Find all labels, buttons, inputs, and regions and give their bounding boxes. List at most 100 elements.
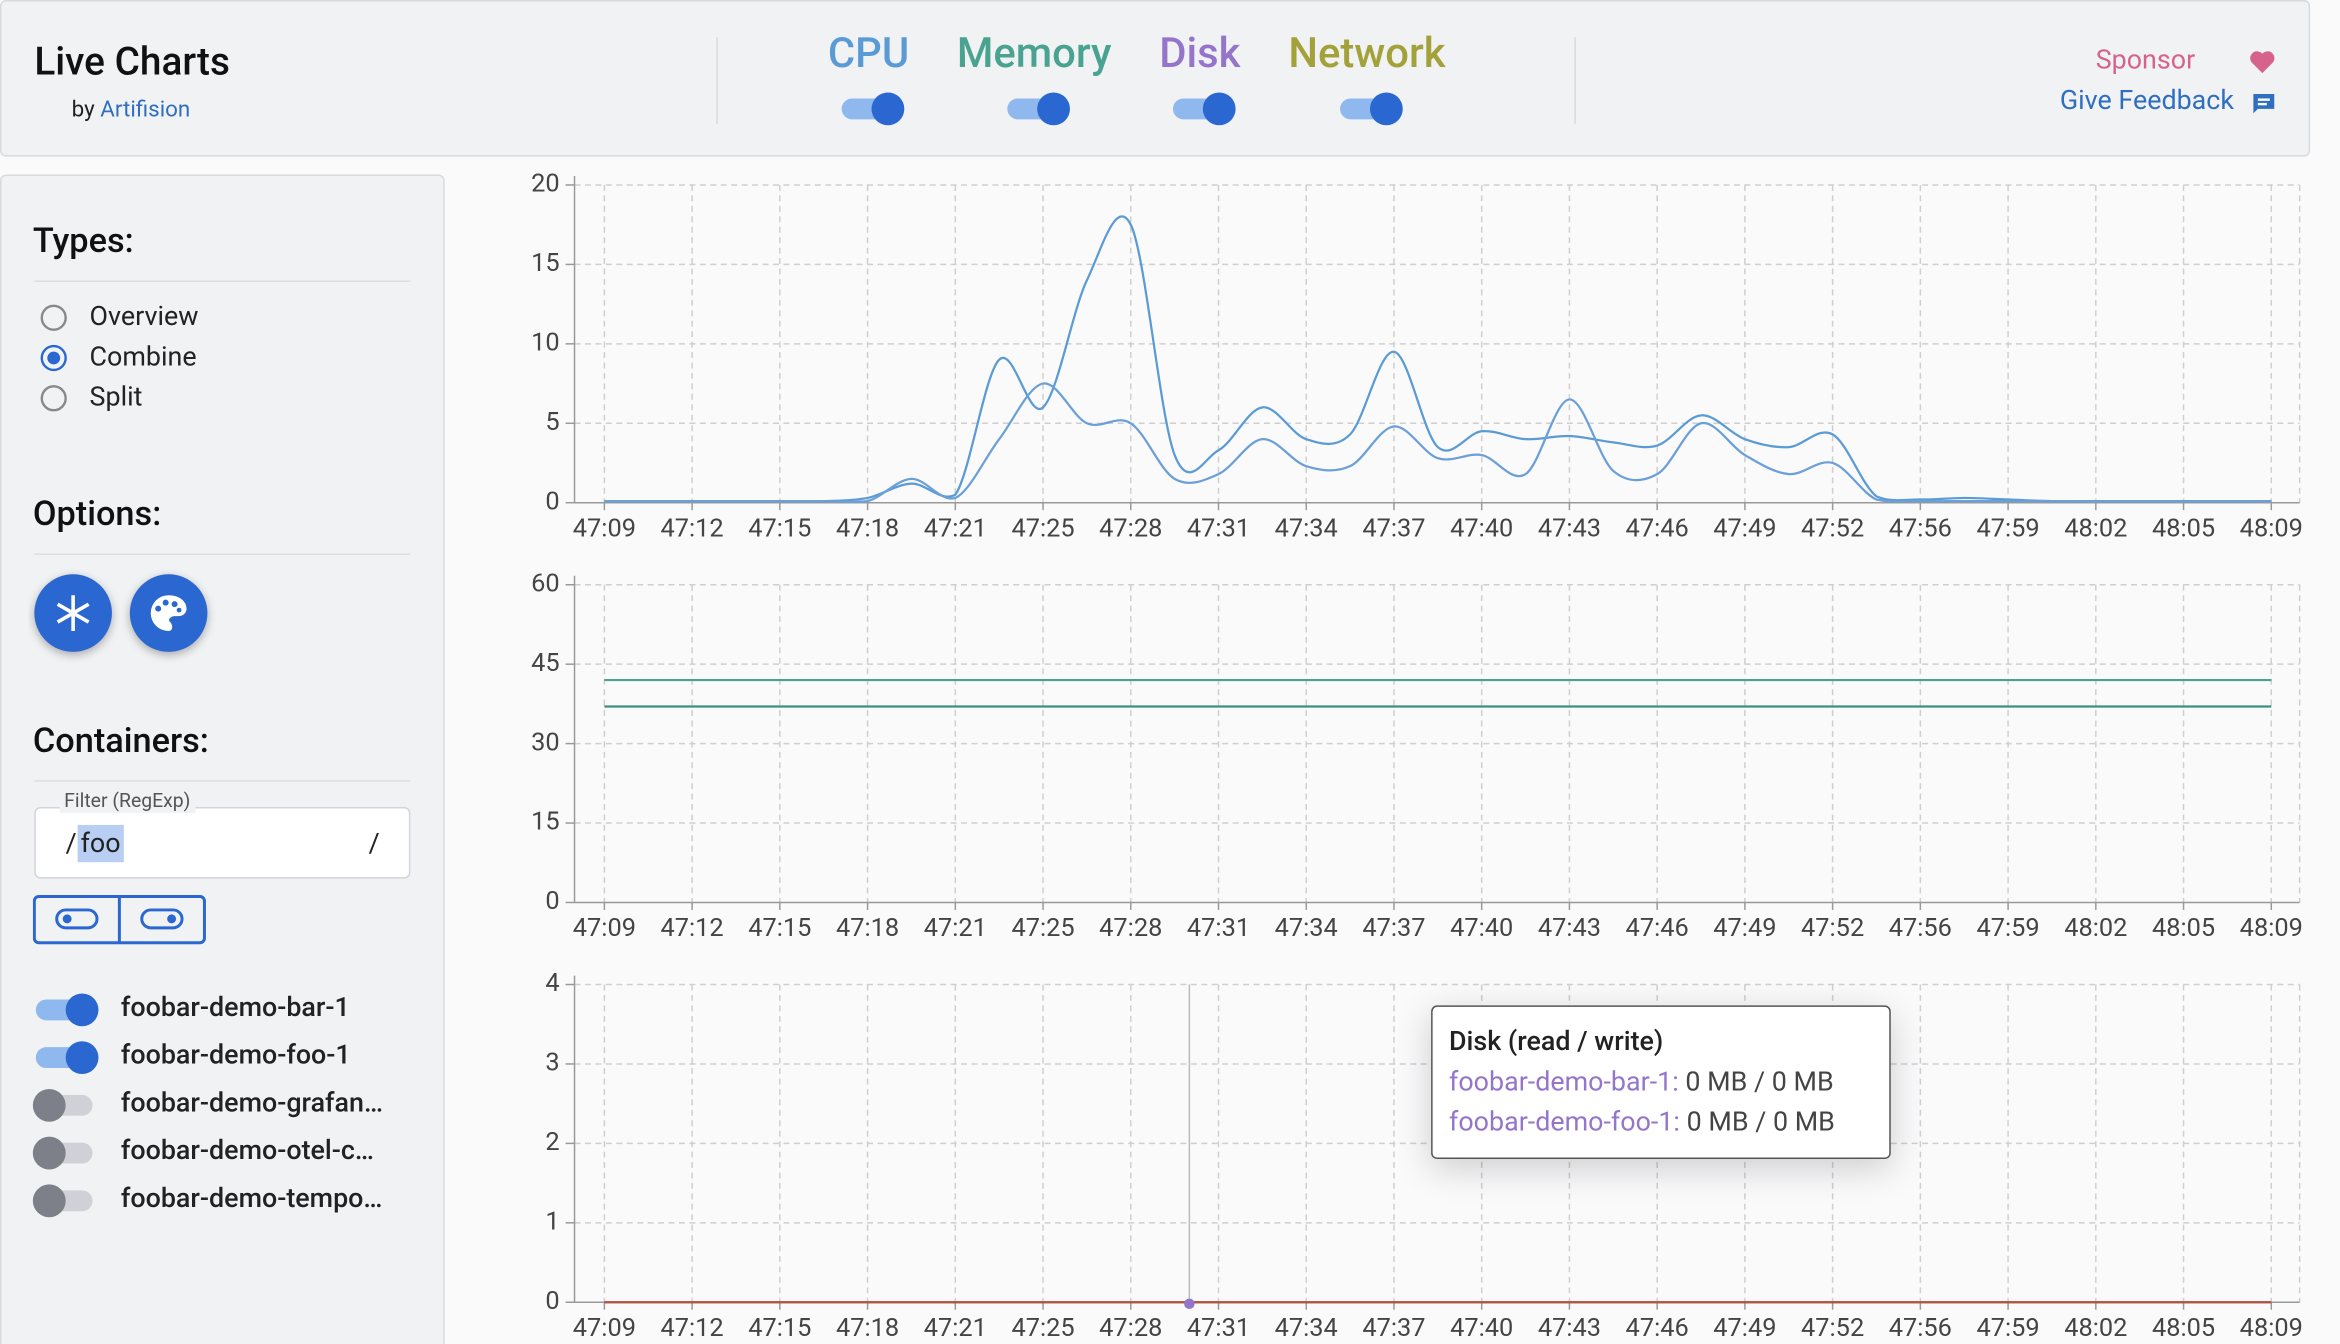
x-tick-label: 47:31 <box>1187 913 1250 943</box>
x-tick-label: 47:46 <box>1626 1313 1689 1343</box>
metric-switch[interactable] <box>1168 90 1237 129</box>
x-tick-label: 47:52 <box>1801 1313 1864 1343</box>
x-tick-label: 47:25 <box>1011 913 1074 943</box>
by: by Artifision <box>72 95 191 122</box>
header: Live Charts by Artifision CPU Memory Disk N… <box>0 0 2311 157</box>
feedback-link[interactable]: Give Feedback <box>2059 85 2234 117</box>
author-link[interactable]: Artifision <box>100 95 191 123</box>
tooltip-name: foobar-demo-bar-1: <box>1449 1066 1679 1098</box>
x-tick-label: 47:31 <box>1187 1313 1250 1343</box>
divider <box>34 553 411 555</box>
x-tick-label: 47:15 <box>748 1313 811 1343</box>
x-tick-label: 48:05 <box>2152 1313 2215 1343</box>
x-tick-label: 47:25 <box>1011 1313 1074 1343</box>
y-tick-label: 60 <box>531 568 560 598</box>
x-tick-label: 47:21 <box>924 1313 987 1343</box>
container-switch[interactable] <box>31 1038 100 1077</box>
radio[interactable] <box>39 303 69 333</box>
types-title: Types: <box>32 220 134 262</box>
x-tick-label: 47:15 <box>748 913 811 943</box>
heart-icon <box>2250 51 2275 74</box>
chart: 0 1 2 3 4 47:09 47:12 47:15 47:18 47:21 47:25 47:28… <box>545 968 2303 1343</box>
x-tick-label: 47:56 <box>1889 913 1952 943</box>
x-tick-label: 47:21 <box>924 513 987 543</box>
y-tick-label: 3 <box>545 1048 559 1078</box>
x-tick-label: 47:28 <box>1099 513 1162 543</box>
switch-knob <box>1202 92 1236 126</box>
radio-ring <box>40 304 67 331</box>
y-tick-label: 2 <box>545 1127 559 1157</box>
x-tick-label: 47:12 <box>661 513 724 543</box>
metric-label: CPU <box>827 28 910 78</box>
metric-switch[interactable] <box>837 90 906 129</box>
switch-knob <box>32 1184 66 1218</box>
x-tick-label: 48:05 <box>2152 913 2215 943</box>
container-name: foobar-demo-foo-1 <box>120 1039 351 1072</box>
option-buttons <box>34 574 208 652</box>
x-tick-label: 47:34 <box>1275 1313 1338 1343</box>
x-tick-label: 47:28 <box>1099 913 1162 943</box>
container-switch[interactable] <box>31 1134 100 1173</box>
container-switch[interactable] <box>31 1086 100 1125</box>
x-tick-label: 47:49 <box>1713 513 1776 543</box>
radio-label: Combine <box>89 341 197 373</box>
filter-value: foo <box>77 824 124 863</box>
x-tick-label: 47:43 <box>1538 513 1601 543</box>
y-tick-label: 10 <box>531 328 560 358</box>
hover-point <box>1184 1298 1195 1309</box>
x-tick-label: 47:09 <box>573 913 636 943</box>
x-tick-label: 47:43 <box>1538 913 1601 943</box>
container-switch[interactable] <box>31 1181 100 1220</box>
by-text: by <box>71 95 95 123</box>
divider <box>34 780 411 782</box>
radio-label: Split <box>89 381 143 414</box>
x-tick-label: 47:59 <box>1977 913 2040 943</box>
separator <box>1574 37 1576 124</box>
metric-switch[interactable] <box>1003 90 1072 129</box>
x-tick-label: 47:56 <box>1889 513 1952 543</box>
sponsor-link[interactable]: Sponsor <box>2095 44 2196 77</box>
metric-label: Disk <box>1159 28 1241 78</box>
x-tick-label: 48:09 <box>2240 913 2303 943</box>
container-name: foobar-demo-otel-c… <box>120 1135 374 1167</box>
y-tick-label: 15 <box>531 807 560 837</box>
y-tick-label: 4 <box>545 968 559 998</box>
filter-suffix: / <box>368 827 380 860</box>
container-name: foobar-demo-bar-1 <box>120 991 350 1024</box>
x-tick-label: 47:25 <box>1011 513 1074 543</box>
x-tick-label: 47:40 <box>1450 513 1513 543</box>
app-title: Live Charts <box>34 40 230 86</box>
feedback-icon <box>2253 93 2275 114</box>
y-tick-label: 30 <box>531 727 560 757</box>
series-line <box>604 382 2272 503</box>
switch-knob <box>1369 92 1403 126</box>
radio[interactable] <box>39 383 69 413</box>
all-off-button[interactable] <box>55 908 99 930</box>
y-tick-label: 5 <box>545 407 559 437</box>
tooltip-value: 0 MB / 0 MB <box>1686 1106 1835 1139</box>
tooltip-value: 0 MB / 0 MB <box>1685 1066 1834 1098</box>
x-tick-label: 48:02 <box>2064 1313 2127 1343</box>
filter-prefix: / <box>65 827 77 860</box>
x-tick-label: 47:09 <box>573 513 636 543</box>
separator <box>716 37 718 124</box>
container-switch[interactable] <box>31 990 100 1029</box>
all-on-button[interactable] <box>140 908 184 930</box>
series-line <box>604 215 2272 503</box>
switch-knob <box>65 993 99 1027</box>
metric-switch[interactable] <box>1336 90 1405 129</box>
radio[interactable] <box>39 343 69 373</box>
y-tick-label: 20 <box>531 169 560 199</box>
x-tick-label: 47:49 <box>1713 1313 1776 1343</box>
radio-ring <box>40 344 67 372</box>
switch-knob <box>65 1041 99 1075</box>
x-tick-label: 47:59 <box>1977 513 2040 543</box>
filter-input[interactable]: Filter (RegExp) / foo / <box>34 790 411 879</box>
options-title: Options: <box>32 493 162 535</box>
tooltip-row: foobar-demo-foo-1: 0 MB / 0 MB <box>1449 1107 1835 1138</box>
x-tick-label: 47:43 <box>1538 1313 1601 1343</box>
x-tick-label: 48:09 <box>2240 1313 2303 1343</box>
switch-knob <box>32 1088 66 1122</box>
x-tick-label: 47:37 <box>1362 913 1425 943</box>
x-tick-label: 47:15 <box>748 513 811 543</box>
